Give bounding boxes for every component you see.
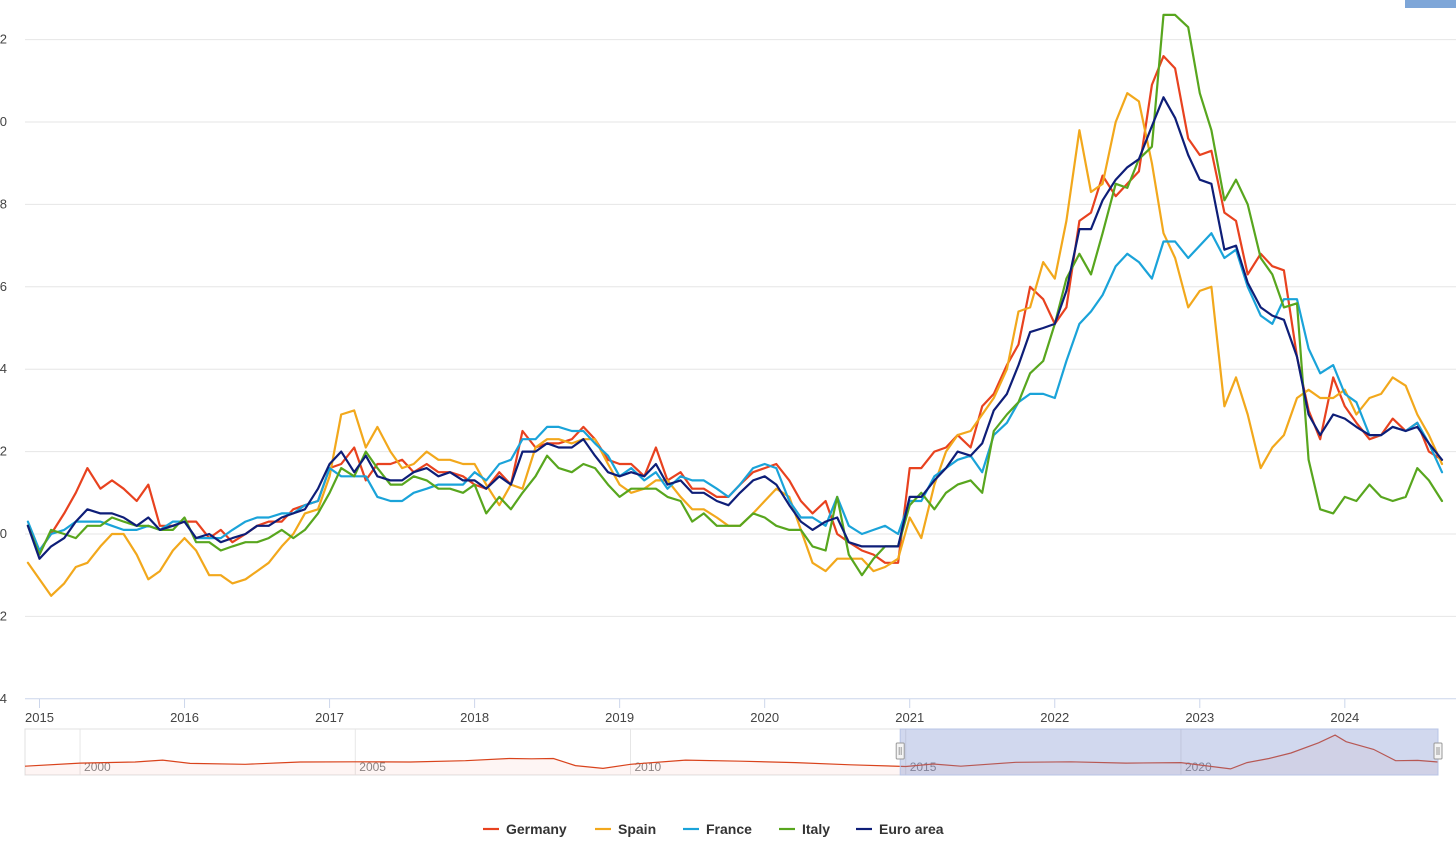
- y-tick-label: 4: [0, 361, 7, 376]
- y-axis: 2 0 8 6 4 2 0 2 4: [0, 32, 7, 706]
- legend-item-euro-area[interactable]: Euro area: [856, 821, 944, 837]
- x-tick-label: 2015: [25, 710, 54, 725]
- y-tick-label: 8: [0, 196, 7, 211]
- x-tick-label: 2020: [750, 710, 779, 725]
- series-line-spain: [26, 92, 1444, 597]
- legend-item-spain[interactable]: Spain: [595, 821, 656, 837]
- x-tick-label: 2019: [605, 710, 634, 725]
- legend-label: Spain: [618, 821, 656, 837]
- x-tick-label: 2021: [895, 710, 924, 725]
- y-tick-label: 6: [0, 279, 7, 294]
- navigator-selected-range[interactable]: [899, 728, 1439, 776]
- navigator-series: [24, 734, 1439, 775]
- x-tick-label: 2017: [315, 710, 344, 725]
- x-tick-label: 2022: [1040, 710, 1069, 725]
- series-lines: [26, 13, 1444, 597]
- legend-item-germany[interactable]: Germany: [483, 821, 567, 837]
- y-tick-label: 4: [0, 691, 7, 706]
- legend-item-italy[interactable]: Italy: [779, 821, 830, 837]
- navigator-handle-left[interactable]: [895, 742, 905, 760]
- legend-label: France: [706, 821, 752, 837]
- navigator-background: [24, 728, 1439, 776]
- y-tick-label: 0: [0, 114, 7, 129]
- y-tick-label: 2: [0, 444, 7, 459]
- export-menu-button[interactable]: [1405, 0, 1456, 8]
- y-tick-label: 2: [0, 608, 7, 623]
- legend-item-france[interactable]: France: [683, 821, 752, 837]
- y-tick-label: 0: [0, 526, 7, 541]
- series-line-germany: [26, 54, 1444, 564]
- range-navigator[interactable]: 2000 2005 2010 2015 2020: [24, 728, 1443, 776]
- navigator-tick-label: 2005: [359, 760, 386, 774]
- x-tick-label: 2018: [460, 710, 489, 725]
- legend-label: Italy: [802, 821, 830, 837]
- legend: Germany Spain France Italy Euro area: [483, 821, 944, 837]
- legend-label: Euro area: [879, 821, 944, 837]
- series-line-euro-area: [26, 96, 1444, 560]
- navigator-grid: 2000 2005 2010 2015 2020: [79, 729, 1212, 775]
- x-tick-label: 2023: [1185, 710, 1214, 725]
- legend-label: Germany: [506, 821, 567, 837]
- navigator-tick-label: 2000: [84, 760, 111, 774]
- x-axis: 2015 2016 2017 2018 2019 2020 2021 2022 2023 2024: [25, 699, 1359, 725]
- x-tick-label: 2016: [170, 710, 199, 725]
- navigator-tick-label: 2015: [910, 760, 937, 774]
- navigator-series-line: [24, 734, 1439, 770]
- navigator-series-area: [25, 735, 1438, 775]
- series-line-italy: [26, 13, 1444, 577]
- navigator-handle-right[interactable]: [1433, 742, 1443, 760]
- series-line-france: [26, 232, 1444, 552]
- y-tick-label: 2: [0, 32, 7, 47]
- grid-lines: [25, 39, 1456, 700]
- x-tick-label: 2024: [1330, 710, 1359, 725]
